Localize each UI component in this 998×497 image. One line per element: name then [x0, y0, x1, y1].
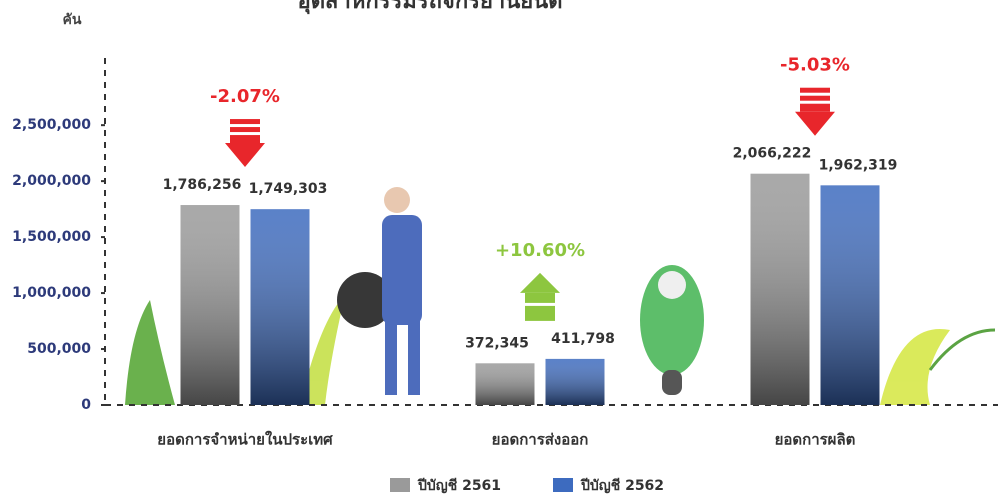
change-label: -5.03% — [780, 55, 850, 76]
y-tick-label: 500,000 — [27, 341, 91, 357]
change-arrow — [795, 87, 835, 136]
x-tick-label: ยอดการผลิต — [775, 431, 856, 449]
y-tick-label: 2,000,000 — [12, 173, 91, 189]
x-tick-label: ยอดการจำหน่ายในประเทศ — [157, 431, 333, 449]
decoration — [125, 187, 996, 405]
y-axis-unit: คัน — [63, 12, 82, 28]
legend-swatch — [553, 478, 573, 492]
y-tick-label: 0 — [81, 397, 91, 413]
change-label: +10.60% — [495, 240, 585, 261]
y-tick-label: 1,000,000 — [12, 285, 91, 301]
value-label: 1,786,256 — [163, 177, 242, 193]
value-label: 1,962,319 — [819, 157, 898, 173]
legend-swatch — [390, 478, 410, 492]
value-label: 2,066,222 — [733, 146, 812, 162]
y-tick-label: 1,500,000 — [12, 229, 91, 245]
x-tick-label: ยอดการส่งออก — [492, 431, 589, 449]
change-arrow — [225, 119, 265, 168]
change-arrow — [520, 272, 560, 321]
chart-title: อุตสาหกรรมรถจักรยานยนต์ — [298, 0, 563, 15]
change-label: -2.07% — [210, 86, 280, 107]
value-label: 1,749,303 — [249, 181, 328, 197]
legend-label: ปีบัญชี 2562 — [580, 478, 665, 494]
value-label: 411,798 — [551, 331, 615, 347]
value-label: 372,345 — [465, 335, 529, 351]
legend-label: ปีบัญชี 2561 — [417, 478, 502, 494]
y-tick-label: 2,500,000 — [12, 117, 91, 133]
